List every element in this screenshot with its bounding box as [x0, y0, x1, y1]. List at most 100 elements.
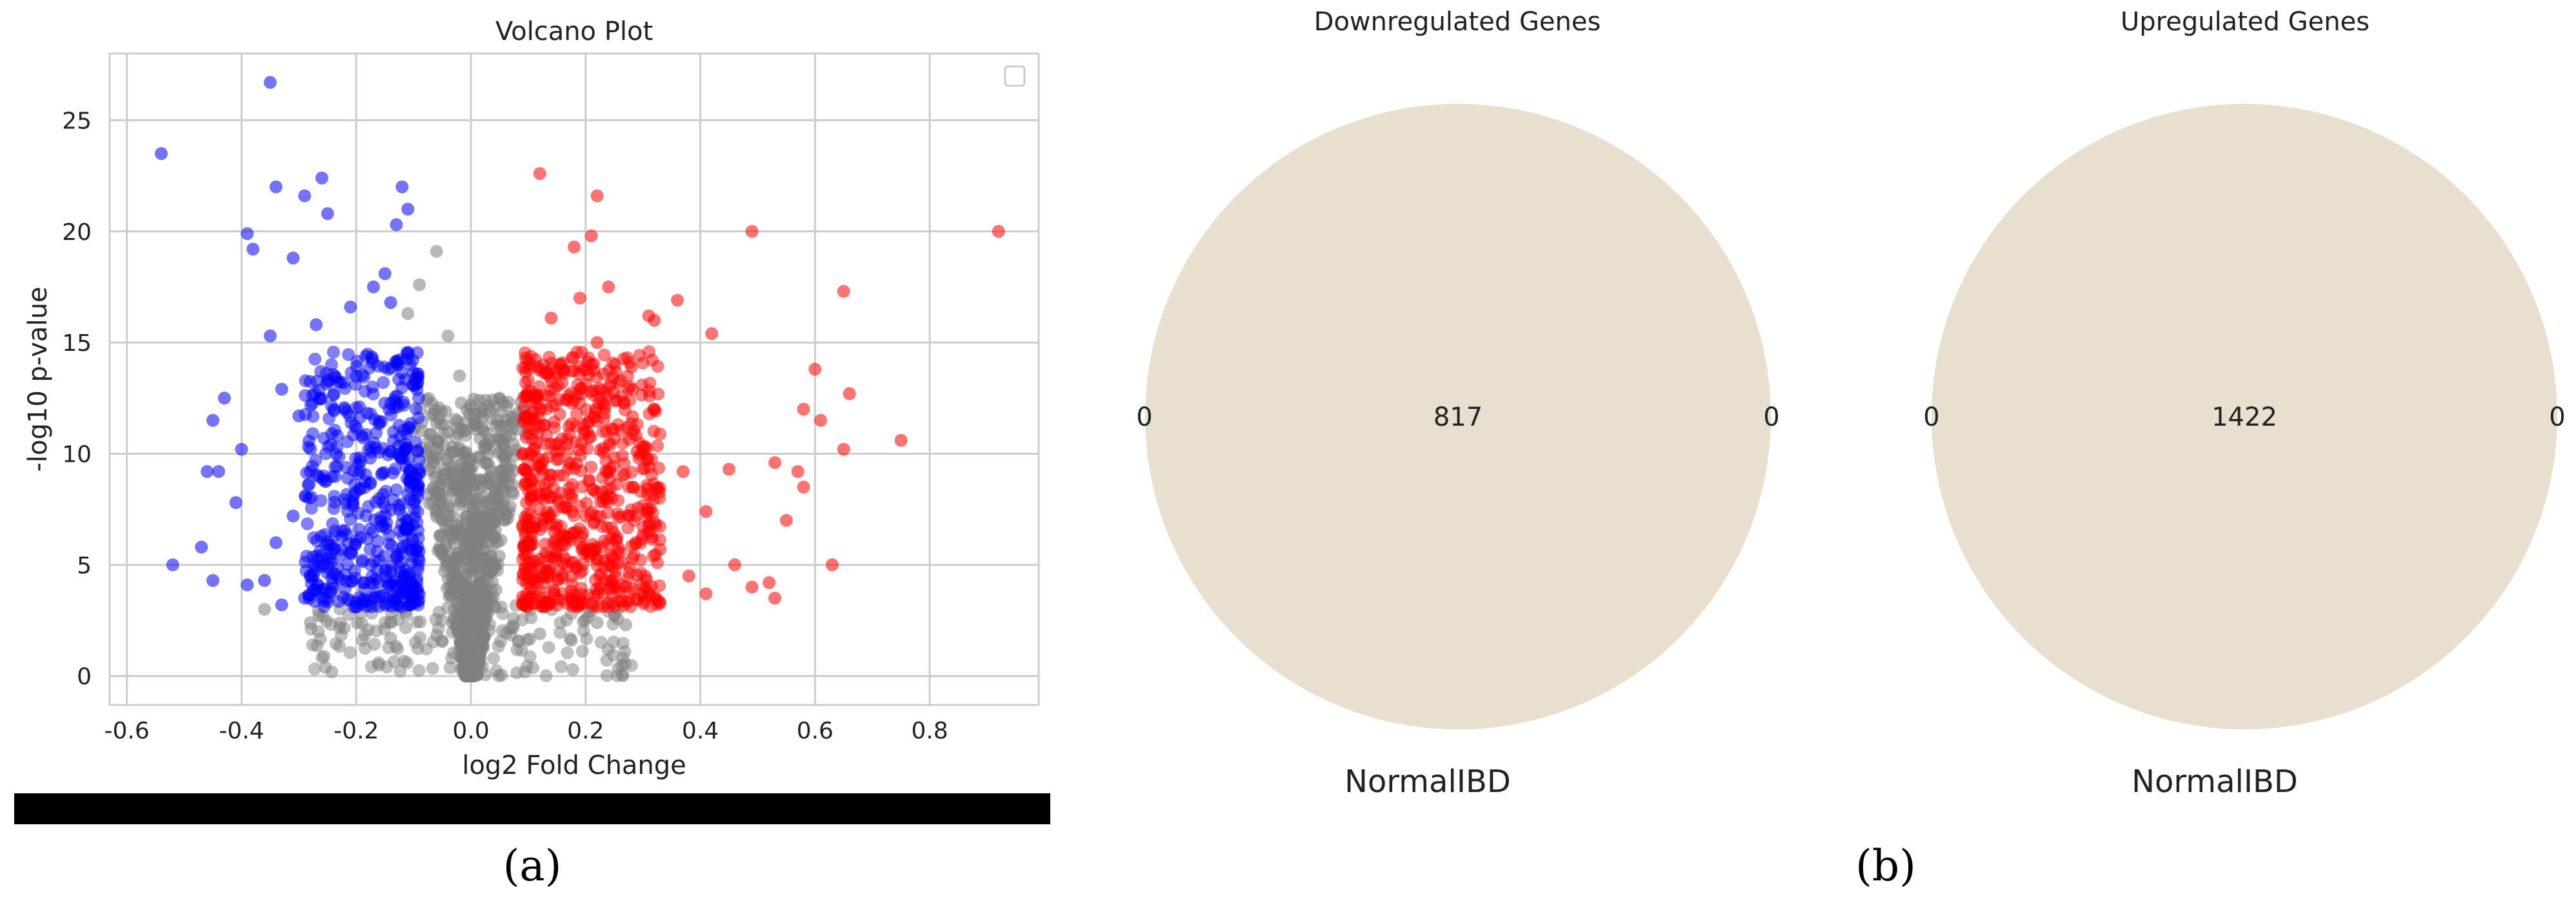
- dense-blue-point: [317, 600, 331, 613]
- dense-blue-point: [343, 546, 356, 560]
- scatter-point-downregulated: [395, 180, 409, 193]
- dense-red-point: [553, 408, 566, 421]
- dense-blue-point: [399, 564, 412, 577]
- dense-red-point: [549, 366, 563, 380]
- dense-grey-point: [482, 459, 495, 471]
- dense-grey-point: [380, 660, 394, 673]
- dense-red-point: [566, 505, 579, 519]
- scatter-point-upregulated: [837, 284, 850, 298]
- scatter-point-downregulated: [384, 296, 397, 310]
- dense-red-point: [590, 582, 603, 596]
- dense-red-point: [604, 377, 617, 390]
- dense-red-point: [572, 396, 586, 410]
- dense-grey-point: [468, 407, 482, 421]
- dense-blue-point: [349, 600, 363, 613]
- dense-grey-point: [472, 493, 486, 506]
- dense-grey-point: [479, 439, 493, 453]
- dense-red-point: [584, 460, 598, 474]
- dense-red-point: [550, 453, 564, 466]
- scatter-point-downregulated: [217, 391, 231, 405]
- dense-red-point: [652, 461, 666, 475]
- scatter-point-not-significant: [258, 602, 271, 616]
- dense-red-point: [573, 536, 586, 550]
- dense-grey-point: [512, 634, 525, 648]
- dense-grey-point: [437, 472, 450, 486]
- scatter-point-not-significant: [304, 616, 317, 629]
- dense-red-point: [563, 420, 575, 433]
- scatter-point-upregulated: [533, 167, 546, 181]
- dense-grey-point: [566, 663, 579, 677]
- dense-red-point: [566, 351, 579, 364]
- dense-red-point: [593, 391, 606, 405]
- dense-red-point: [528, 520, 541, 534]
- dense-blue-point: [299, 555, 312, 569]
- dense-grey-point: [448, 602, 461, 616]
- scatter-point-upregulated: [837, 442, 850, 456]
- dense-grey-point: [454, 662, 468, 676]
- dense-grey-point: [343, 646, 357, 659]
- dense-grey-point: [494, 600, 508, 614]
- dense-grey-point: [610, 669, 624, 682]
- dense-blue-point: [306, 410, 320, 423]
- dense-red-point: [597, 367, 610, 381]
- dense-blue-point: [395, 381, 408, 395]
- venn-up-title: Upregulated Genes: [2121, 7, 2370, 37]
- dense-blue-point: [384, 559, 398, 573]
- dense-blue-point: [390, 397, 403, 410]
- panel-label-a: (a): [503, 841, 562, 891]
- dense-grey-point: [453, 498, 466, 511]
- dense-grey-point: [554, 626, 566, 639]
- dense-red-point: [616, 437, 630, 450]
- dense-grey-point: [383, 615, 397, 629]
- dense-blue-point: [299, 374, 312, 388]
- dense-blue-point: [406, 533, 419, 546]
- dense-grey-point: [487, 531, 501, 544]
- dense-red-point: [623, 380, 637, 393]
- dense-grey-point: [555, 660, 568, 673]
- dense-red-point: [610, 530, 624, 544]
- dense-blue-point: [372, 554, 386, 567]
- dense-red-point: [560, 437, 574, 451]
- x-tick-label: 0.0: [452, 718, 489, 744]
- dense-grey-point: [477, 584, 491, 597]
- venn-up-left-count: 0: [1923, 402, 1939, 432]
- dense-grey-point: [476, 642, 490, 655]
- dense-grey-point: [355, 617, 368, 630]
- scatter-point-downregulated: [338, 402, 352, 416]
- scatter-point-downregulated: [235, 442, 248, 456]
- scatter-point-upregulated: [797, 402, 810, 416]
- scatter-point-upregulated: [584, 229, 598, 243]
- scatter-point-downregulated: [206, 574, 219, 587]
- dense-red-point: [543, 468, 556, 482]
- dense-red-point: [575, 480, 589, 493]
- dense-grey-point: [472, 615, 485, 629]
- dense-grey-point: [432, 622, 445, 635]
- scatter-point-upregulated: [705, 327, 719, 341]
- scatter-point-upregulated: [648, 313, 661, 327]
- dense-red-point: [647, 424, 661, 438]
- dense-red-point: [527, 441, 541, 455]
- dense-grey-point: [459, 640, 473, 653]
- dense-red-point: [601, 520, 614, 534]
- dense-blue-point: [304, 568, 317, 582]
- dense-red-point: [591, 600, 604, 613]
- dense-grey-point: [575, 644, 589, 658]
- scatter-point-downregulated: [321, 373, 334, 387]
- volcano-xlabel: log2 Fold Change: [462, 751, 686, 780]
- dense-blue-point: [371, 359, 384, 373]
- dense-red-point: [646, 353, 659, 367]
- dense-grey-point: [454, 651, 468, 664]
- dense-red-point: [565, 577, 579, 591]
- dense-blue-point: [401, 347, 414, 361]
- dense-red-point: [536, 600, 550, 613]
- dense-red-point: [601, 495, 614, 509]
- dense-blue-point: [328, 490, 341, 503]
- dense-blue-point: [410, 582, 423, 596]
- scatter-point-upregulated: [814, 413, 828, 427]
- scatter-point-upregulated: [992, 224, 1005, 238]
- dense-blue-point: [399, 460, 413, 473]
- dense-blue-point: [379, 500, 392, 514]
- dense-blue-point: [330, 429, 344, 442]
- dense-red-point: [573, 594, 586, 608]
